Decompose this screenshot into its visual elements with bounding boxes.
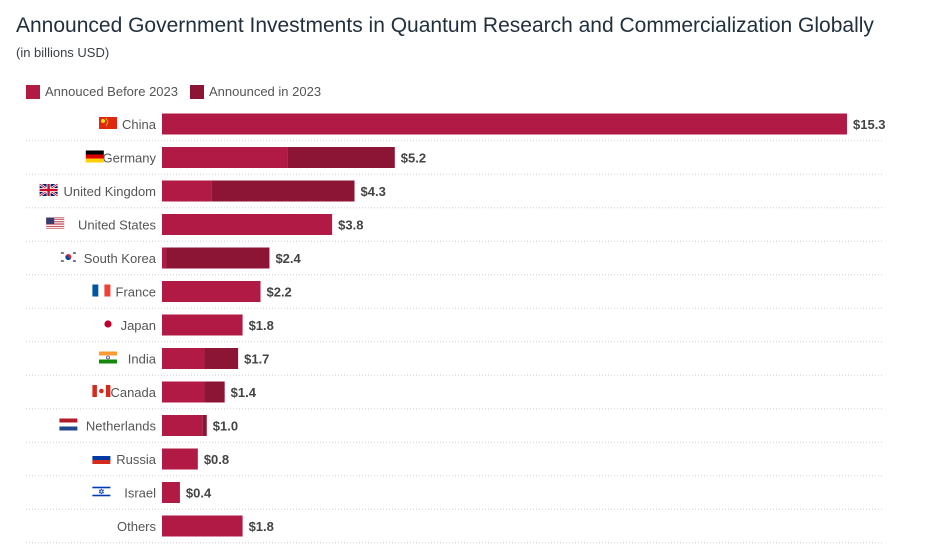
bar-others-before-2023 <box>162 515 243 537</box>
category-label-india: India <box>128 352 157 367</box>
category-label-china: China <box>122 117 157 132</box>
bar-india-2023 <box>204 348 239 369</box>
value-label-china: $15.3 <box>853 117 886 132</box>
category-label-south-korea: South Korea <box>84 251 157 266</box>
flag-fr-icon <box>92 284 111 297</box>
bar-united-kingdom-2023 <box>211 180 355 202</box>
flag-cn-icon <box>99 117 117 129</box>
value-label-india: $1.7 <box>244 352 269 367</box>
category-label-germany: Germany <box>103 151 157 166</box>
value-label-united-states: $3.8 <box>338 218 363 233</box>
bar-south-korea-2023 <box>166 247 270 269</box>
bar-india-before-2023 <box>162 348 205 369</box>
category-label-france: France <box>116 285 156 300</box>
value-label-others: $1.8 <box>249 519 274 534</box>
bar-united-states-before-2023 <box>162 214 333 235</box>
flag-us-icon <box>46 217 65 230</box>
flag-ca-icon <box>92 385 111 397</box>
legend-swatch-before-2023 <box>26 84 40 99</box>
value-label-japan: $1.8 <box>249 318 274 333</box>
bar-japan-before-2023 <box>162 314 243 336</box>
flag-jp-icon <box>99 318 117 330</box>
flag-ru-icon <box>92 452 111 464</box>
legend-swatch-2023 <box>190 84 204 99</box>
flag-in-icon <box>99 351 117 364</box>
category-label-others: Others <box>117 519 157 534</box>
bar-china-before-2023 <box>162 113 847 135</box>
bar-germany-before-2023 <box>162 147 288 168</box>
value-label-united-kingdom: $4.3 <box>361 184 386 199</box>
value-label-germany: $5.2 <box>401 151 426 166</box>
legend: Annouced Before 2023 Announced in 2023 <box>26 84 327 99</box>
bar-israel-before-2023 <box>162 482 180 503</box>
legend-label-before-2023: Annouced Before 2023 <box>45 84 178 99</box>
flag-de-icon <box>85 150 104 163</box>
value-label-canada: $1.4 <box>231 385 257 400</box>
bar-germany-2023 <box>287 147 395 168</box>
category-label-united-kingdom: United Kingdom <box>64 184 157 199</box>
value-label-netherlands: $1.0 <box>213 419 238 434</box>
bar-netherlands-2023 <box>202 415 207 436</box>
chart-title: Announced Government Investments in Quan… <box>16 14 874 37</box>
bar-netherlands-before-2023 <box>162 415 203 436</box>
bar-france-before-2023 <box>162 281 261 302</box>
value-label-france: $2.2 <box>266 285 291 300</box>
legend-label-2023: Announced in 2023 <box>209 84 322 99</box>
flag-il-icon <box>92 485 111 498</box>
chart-subtitle: (in billions USD) <box>16 45 110 60</box>
category-label-japan: Japan <box>121 318 156 333</box>
flag-kr-icon <box>59 251 78 263</box>
category-label-canada: Canada <box>110 385 156 400</box>
category-label-russia: Russia <box>116 452 157 467</box>
bar-russia-before-2023 <box>162 448 198 470</box>
value-label-israel: $0.4 <box>186 486 212 501</box>
bar-south-korea-before-2023 <box>162 247 167 269</box>
bar-canada-before-2023 <box>162 381 205 403</box>
category-label-israel: Israel <box>124 486 156 501</box>
category-label-netherlands: Netherlands <box>86 419 157 434</box>
value-label-south-korea: $2.4 <box>275 251 301 266</box>
value-label-russia: $0.8 <box>204 452 229 467</box>
legend-item-before-2023: Annouced Before 2023 <box>26 84 178 99</box>
flag-nl-icon <box>59 418 78 431</box>
legend-item-2023: Announced in 2023 <box>190 84 321 99</box>
bar-united-kingdom-before-2023 <box>162 180 212 202</box>
flag-gb-icon <box>38 183 59 197</box>
bar-canada-2023 <box>204 381 225 403</box>
category-label-united-states: United States <box>78 218 157 233</box>
